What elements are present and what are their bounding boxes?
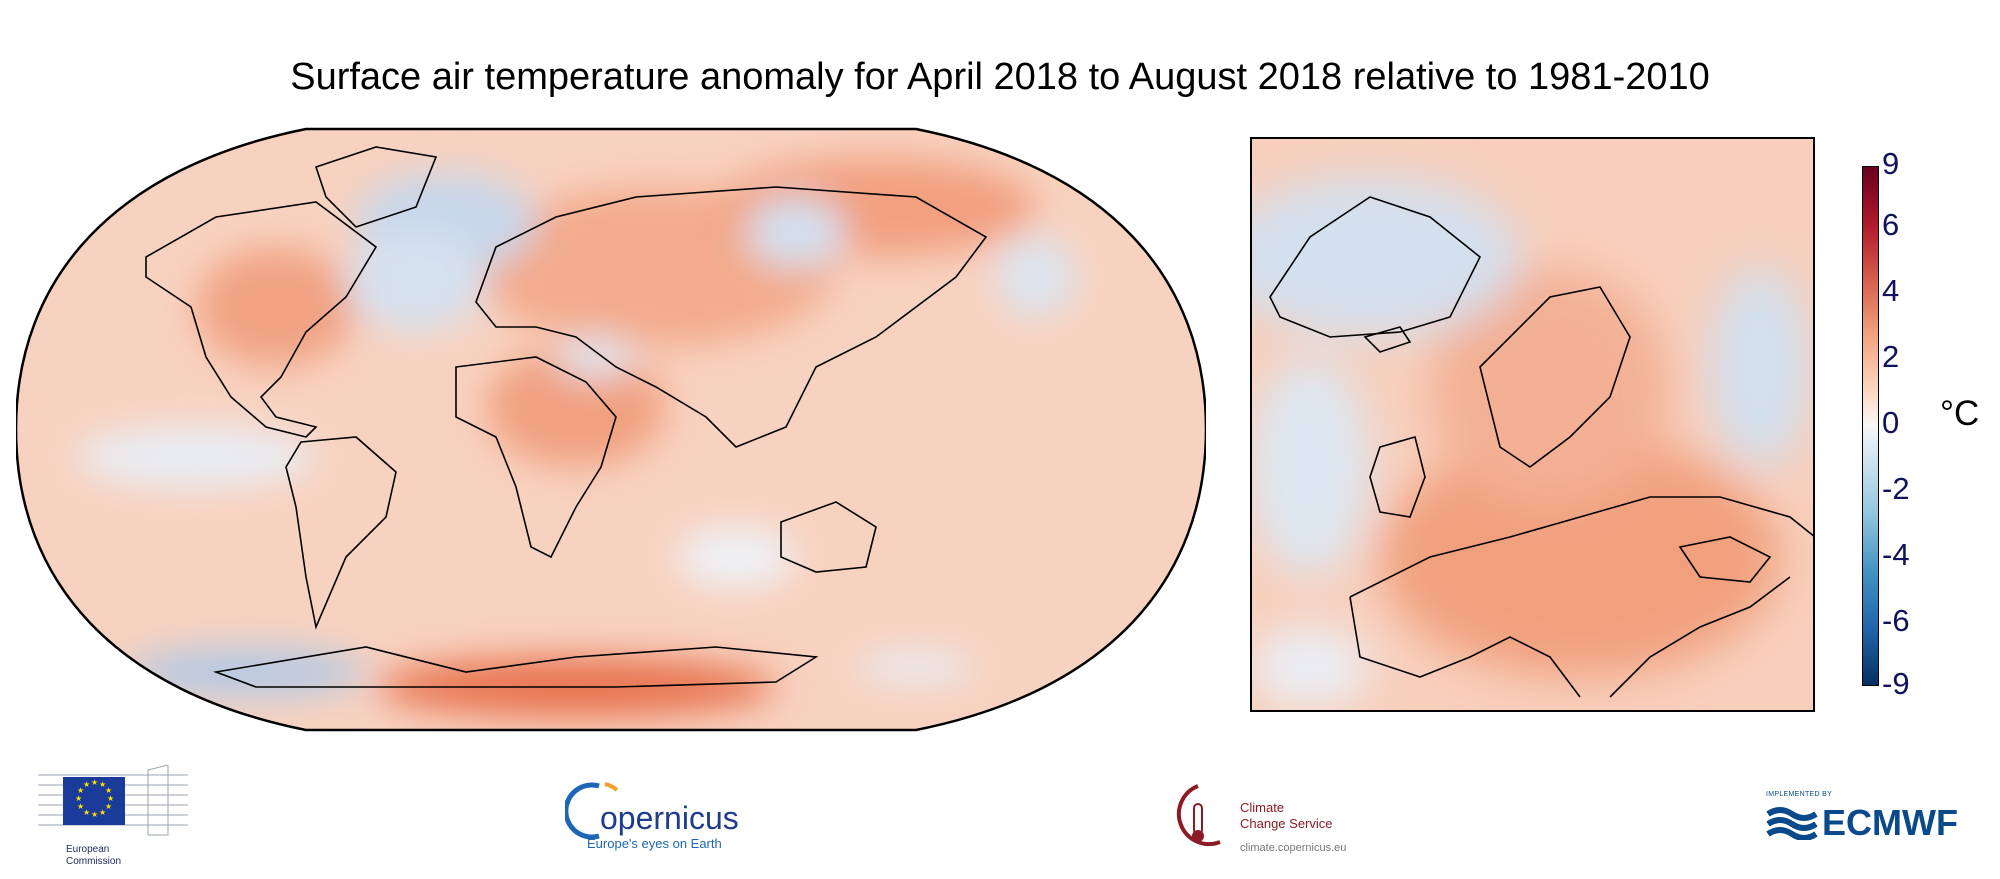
ccs-url: climate.copernicus.eu xyxy=(1240,842,1347,854)
svg-text:★: ★ xyxy=(83,780,90,789)
copernicus-wordmark: opernicus xyxy=(600,800,739,836)
figure-title: Surface air temperature anomaly for Apri… xyxy=(290,56,1710,98)
ccs-label: Climate Change Service xyxy=(1240,800,1333,831)
greenland-outline xyxy=(314,146,438,228)
colorbar-tick: -2 xyxy=(1882,471,1910,506)
iceland-outline xyxy=(1363,326,1412,353)
greenland-outline xyxy=(1269,196,1482,338)
europe-anomaly-map xyxy=(1250,137,1815,712)
copernicus-tagline: Europe's eyes on Earth xyxy=(587,836,722,851)
colorbar-tick: 9 xyxy=(1882,146,1900,181)
temperature-colorbar xyxy=(1862,166,1879,686)
world-anomaly-map xyxy=(16,127,1206,732)
continental-europe-outline xyxy=(1349,496,1815,698)
black-sea-outline xyxy=(1678,536,1772,583)
colorbar-tick: 2 xyxy=(1882,339,1900,374)
colorbar-tick: -4 xyxy=(1882,537,1910,572)
eurasia-outline xyxy=(475,186,988,448)
svg-text:★: ★ xyxy=(91,810,98,819)
north-america-outline xyxy=(145,201,378,438)
australia-outline xyxy=(780,501,877,573)
scandinavia-outline xyxy=(1479,286,1631,468)
british-isles-outline xyxy=(1369,436,1426,518)
colorbar-unit: °C xyxy=(1940,394,1980,433)
svg-text:★: ★ xyxy=(107,794,114,803)
africa-outline xyxy=(455,356,617,559)
south-america-outline xyxy=(285,436,397,630)
svg-text:★: ★ xyxy=(75,794,82,803)
ecmwf-implemented-by: IMPLEMENTED BY xyxy=(1766,791,1833,798)
antarctica-outline xyxy=(212,646,819,688)
colorbar-tick: 4 xyxy=(1882,273,1900,308)
svg-text:★: ★ xyxy=(105,802,112,811)
european-commission-logo: ★ ★★ ★★★ ★★★ ★★★ xyxy=(38,765,188,836)
svg-text:★: ★ xyxy=(99,808,106,817)
ccs-logo xyxy=(1176,784,1221,846)
ecmwf-wave-icon xyxy=(1766,807,1818,840)
colorbar-tick: 0 xyxy=(1882,405,1900,440)
ec-label: European Commission xyxy=(66,844,122,867)
copernicus-logo xyxy=(565,782,619,840)
colorbar-tick: -6 xyxy=(1882,603,1910,638)
colorbar-tick: -9 xyxy=(1882,666,1910,701)
svg-text:★: ★ xyxy=(105,786,112,795)
svg-text:★: ★ xyxy=(77,786,84,795)
svg-text:★: ★ xyxy=(83,808,90,817)
svg-text:★: ★ xyxy=(91,778,98,787)
svg-text:★: ★ xyxy=(77,802,84,811)
svg-text:★: ★ xyxy=(99,780,106,789)
ecmwf-wordmark: ECMWF xyxy=(1822,802,1958,843)
colorbar-tick: 6 xyxy=(1882,207,1900,242)
